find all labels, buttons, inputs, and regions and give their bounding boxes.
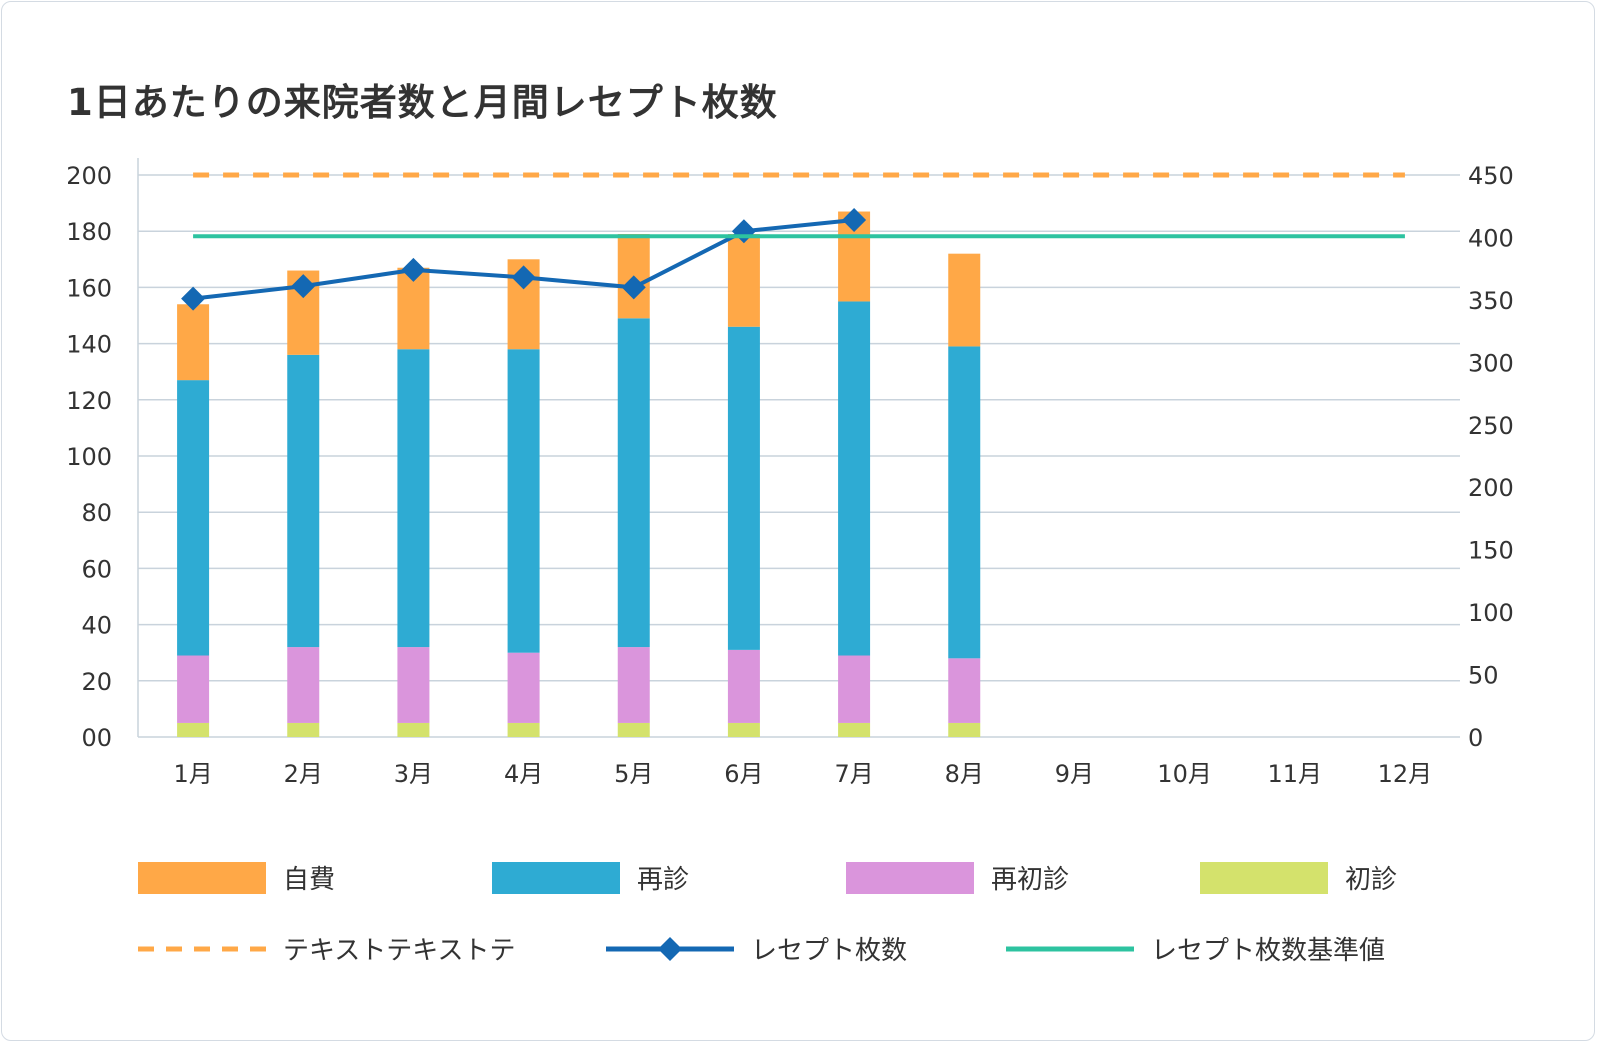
y-left-tick-label: 140	[66, 331, 112, 359]
bar-segment	[948, 658, 981, 723]
legend-swatch	[1200, 862, 1328, 894]
bar-segment	[838, 301, 871, 656]
x-tick-label: 8月	[945, 760, 984, 788]
axes: 00 20 40 60 80 100 120 140 160 180 200 0 50 100 150 200…	[66, 158, 1514, 788]
x-tick-label: 6月	[724, 760, 763, 788]
bar-segment	[727, 649, 760, 723]
legend-label: レセプト枚数基準値	[1151, 936, 1385, 966]
x-tick-label: 9月	[1055, 760, 1094, 788]
bar-segment	[507, 349, 540, 653]
y-left-tick-label: 40	[81, 612, 112, 640]
y-left-tick-label: 180	[66, 218, 112, 246]
bar-segment	[617, 722, 650, 737]
series-marker	[621, 275, 646, 300]
series-marker	[401, 257, 426, 282]
x-tick-label: 1月	[173, 760, 212, 788]
x-tick-label: 10月	[1157, 760, 1212, 788]
x-tick-label: 5月	[614, 760, 653, 788]
bar-segment	[287, 647, 320, 723]
y-left-tick-label: 100	[66, 443, 112, 471]
y-right-tick-label: 450	[1468, 162, 1514, 190]
y-right-tick-label: 100	[1468, 599, 1514, 627]
chart-title: 1日あたりの来院者数と月間レセプト枚数	[67, 81, 778, 124]
y-right-tick-label: 200	[1468, 474, 1514, 502]
y-left-tick-label: 80	[81, 499, 112, 527]
bar-segment	[397, 647, 430, 723]
bar-segment	[287, 722, 320, 737]
bar-segment	[948, 722, 981, 737]
bar-segment	[507, 722, 540, 737]
y-left-tick-label: 160	[66, 274, 112, 302]
y-right-tick-label: 350	[1468, 287, 1514, 315]
legend-label: レセプト枚数	[751, 936, 907, 966]
legend-label: 初診	[1345, 865, 1397, 895]
legend-label: 再初診	[991, 865, 1069, 895]
bar-segment	[617, 318, 650, 648]
y-right-tick-label: 400	[1468, 224, 1514, 252]
bar-segment	[507, 652, 540, 723]
x-tick-label: 3月	[394, 760, 433, 788]
x-tick-label: 2月	[284, 760, 323, 788]
bar-segment	[177, 380, 210, 656]
y-right-tick-label: 0	[1468, 724, 1483, 752]
legend-swatch	[846, 862, 974, 894]
y-left-tick-label: 120	[66, 387, 112, 415]
bar-segment	[838, 722, 871, 737]
bar-segment	[727, 234, 760, 327]
y-right-tick-label: 50	[1468, 662, 1499, 690]
y-right-tick-label: 150	[1468, 537, 1514, 565]
bar-segment	[948, 253, 981, 347]
bar-segment	[948, 346, 981, 659]
legend-label: 自費	[283, 865, 335, 895]
x-tick-label: 11月	[1267, 760, 1322, 788]
series-marker	[842, 207, 867, 232]
gridlines	[138, 174, 1460, 682]
legend-swatch	[138, 862, 266, 894]
legend-swatch	[492, 862, 620, 894]
y-right-tick-label: 300	[1468, 349, 1514, 377]
y-left-tick-label: 200	[66, 162, 112, 190]
legend-label: 再診	[637, 865, 689, 895]
x-tick-label: 4月	[504, 760, 543, 788]
x-tick-label: 7月	[834, 760, 873, 788]
bar-segment	[287, 354, 320, 648]
y-left-tick-label: 60	[81, 555, 112, 583]
y-left-tick-label: 20	[81, 668, 112, 696]
bar-segment	[397, 722, 430, 737]
bar-segment	[727, 722, 760, 737]
bar-segment	[177, 655, 210, 723]
y-right-tick-label: 250	[1468, 412, 1514, 440]
bar-segment	[617, 647, 650, 723]
bar-segment	[177, 722, 210, 737]
y-left-tick-label: 00	[81, 724, 112, 752]
bar-segment	[727, 326, 760, 650]
bar-segment	[838, 655, 871, 723]
series-marker	[511, 265, 536, 290]
bar-segment	[397, 349, 430, 648]
x-tick-label: 12月	[1378, 760, 1433, 788]
series-marker	[291, 274, 316, 299]
lines	[181, 172, 1405, 311]
legend-marker	[658, 937, 682, 961]
legend-label: テキストテキストテ	[283, 936, 515, 966]
series-marker	[181, 286, 206, 311]
bar-segment	[177, 304, 210, 381]
